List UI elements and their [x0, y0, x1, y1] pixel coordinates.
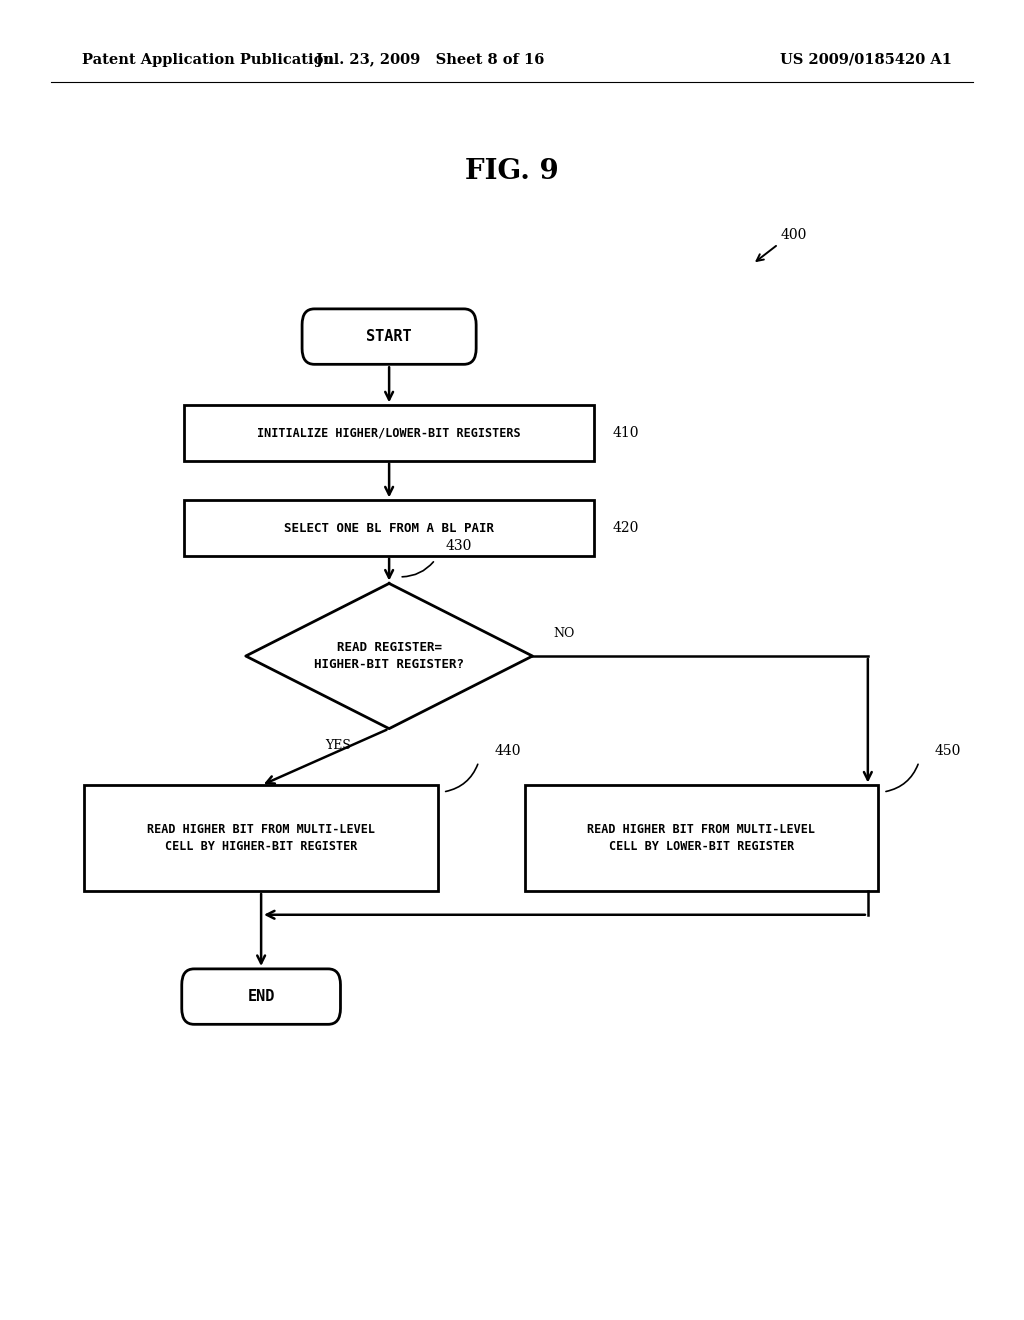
Text: 450: 450 — [935, 743, 961, 758]
Text: 430: 430 — [445, 539, 472, 553]
Text: 440: 440 — [494, 743, 520, 758]
Text: YES: YES — [325, 739, 351, 752]
Polygon shape — [246, 583, 532, 729]
Text: READ HIGHER BIT FROM MULTI-LEVEL
CELL BY LOWER-BIT REGISTER: READ HIGHER BIT FROM MULTI-LEVEL CELL BY… — [588, 824, 815, 853]
Text: START: START — [367, 329, 412, 345]
Text: SELECT ONE BL FROM A BL PAIR: SELECT ONE BL FROM A BL PAIR — [284, 521, 495, 535]
Text: FIG. 9: FIG. 9 — [465, 158, 559, 185]
Bar — [525, 785, 879, 891]
Text: Patent Application Publication: Patent Application Publication — [82, 53, 334, 67]
Text: 400: 400 — [780, 227, 807, 242]
Bar — [184, 500, 594, 556]
FancyBboxPatch shape — [182, 969, 340, 1024]
Text: 420: 420 — [612, 521, 639, 535]
Text: READ REGISTER=
HIGHER-BIT REGISTER?: READ REGISTER= HIGHER-BIT REGISTER? — [314, 642, 464, 671]
Text: INITIALIZE HIGHER/LOWER-BIT REGISTERS: INITIALIZE HIGHER/LOWER-BIT REGISTERS — [257, 426, 521, 440]
Text: NO: NO — [553, 627, 574, 640]
Bar — [184, 405, 594, 461]
Text: END: END — [248, 989, 274, 1005]
Text: READ HIGHER BIT FROM MULTI-LEVEL
CELL BY HIGHER-BIT REGISTER: READ HIGHER BIT FROM MULTI-LEVEL CELL BY… — [147, 824, 375, 853]
Text: 410: 410 — [612, 426, 639, 440]
FancyBboxPatch shape — [302, 309, 476, 364]
Bar — [85, 785, 438, 891]
Text: US 2009/0185420 A1: US 2009/0185420 A1 — [780, 53, 952, 67]
Text: Jul. 23, 2009   Sheet 8 of 16: Jul. 23, 2009 Sheet 8 of 16 — [315, 53, 545, 67]
